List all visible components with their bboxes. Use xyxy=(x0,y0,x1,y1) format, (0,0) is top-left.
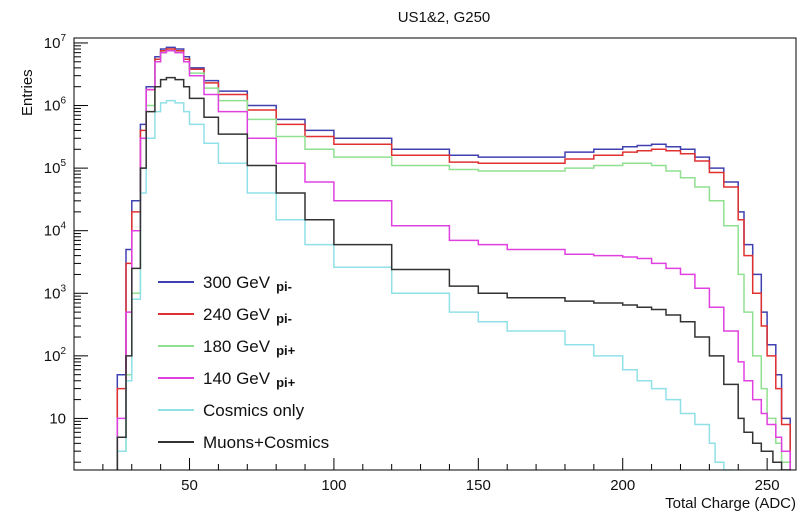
x-tick-label: 100 xyxy=(321,477,346,494)
legend-label: 240 GeV pi- xyxy=(203,305,292,326)
x-tick-label: 150 xyxy=(466,477,491,494)
y-axis-label: Entries xyxy=(19,69,36,116)
legend-label: Cosmics only xyxy=(203,401,305,420)
series-line-5 xyxy=(116,99,734,470)
y-tick-label: 107 xyxy=(44,33,67,52)
series-line-4 xyxy=(116,50,791,470)
series-line-2 xyxy=(116,48,791,470)
x-tick-label: 250 xyxy=(755,477,780,494)
x-tick-label: 50 xyxy=(181,477,198,494)
y-tick-label: 105 xyxy=(44,158,67,177)
y-ticks: 10 102 103 104 105 106 107 xyxy=(44,33,88,463)
y-tick-label: 10 xyxy=(49,410,66,427)
chart-title: US1&2, G250 xyxy=(398,9,491,26)
x-tick-label: 200 xyxy=(610,477,635,494)
legend: 300 GeV pi- 240 GeV pi- 180 GeV pi+ 140 GeV pi+… xyxy=(158,273,329,452)
y-tick-label: 104 xyxy=(44,221,67,240)
legend-label: Muons+Cosmics xyxy=(203,433,329,452)
y-tick-label: 103 xyxy=(44,283,67,302)
x-axis-label: Total Charge (ADC) xyxy=(665,495,796,512)
legend-label: 300 GeV pi- xyxy=(203,273,292,294)
y-tick-label: 102 xyxy=(44,346,67,365)
plot-lines xyxy=(116,46,791,470)
plot-frame xyxy=(73,37,797,471)
series-line-1 xyxy=(116,46,791,470)
legend-label: 140 GeV pi+ xyxy=(203,369,296,390)
series-line-6 xyxy=(116,76,791,470)
y-tick-label: 106 xyxy=(44,96,67,115)
legend-label: 180 GeV pi+ xyxy=(203,337,296,358)
x-ticks: 50 100 150 200 250 xyxy=(102,458,797,494)
